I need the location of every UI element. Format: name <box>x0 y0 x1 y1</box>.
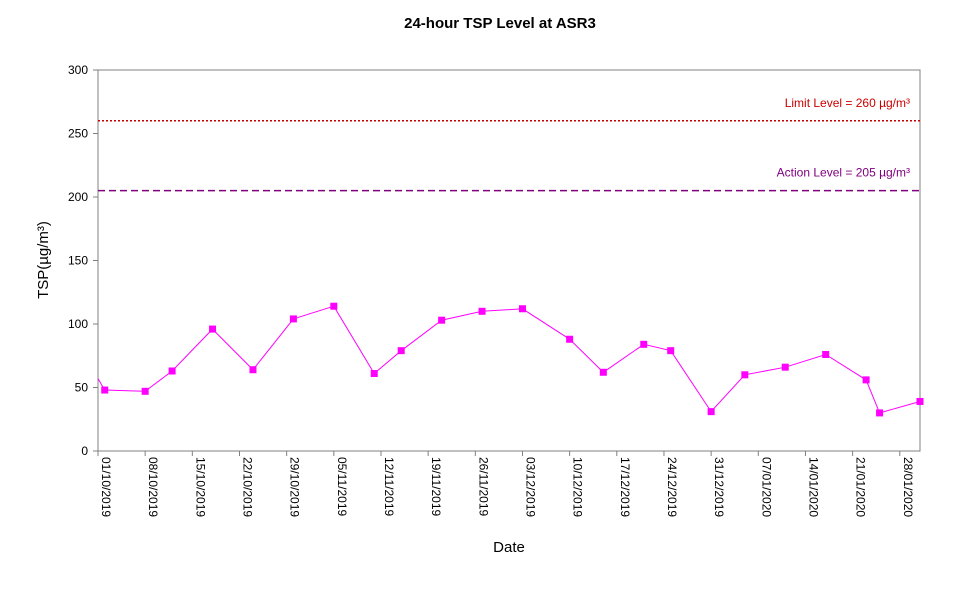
action-level-label: Action Level = 205 µg/m³ <box>777 166 910 180</box>
x-tick-label: 05/11/2019 <box>335 457 349 516</box>
y-tick-label: 200 <box>68 190 88 204</box>
y-tick-label: 150 <box>68 254 88 268</box>
x-tick-label: 26/11/2019 <box>476 457 490 516</box>
data-point <box>667 347 675 355</box>
data-point <box>916 397 924 405</box>
x-tick-label: 12/11/2019 <box>382 457 396 516</box>
data-point <box>518 305 526 313</box>
data-point <box>397 347 405 355</box>
data-point <box>370 370 378 378</box>
reference-lines: Limit Level = 260 µg/m³ Action Level = 20… <box>98 96 920 192</box>
x-tick-label: 10/12/2019 <box>571 457 585 517</box>
data-point <box>862 376 870 384</box>
series-line <box>97 305 921 414</box>
tsp-series <box>97 302 924 417</box>
data-point <box>249 366 257 374</box>
data-point <box>209 325 217 333</box>
x-tick-label: 08/10/2019 <box>146 457 160 517</box>
x-tick-label: 21/01/2020 <box>854 457 868 517</box>
plot-area <box>97 69 921 452</box>
y-tick-label: 50 <box>75 381 89 395</box>
data-point <box>168 367 176 375</box>
x-tick-label: 17/12/2019 <box>618 457 632 517</box>
data-point <box>101 386 109 394</box>
x-tick-label: 22/10/2019 <box>240 457 254 517</box>
x-axis: 01/10/2019 08/10/2019 15/10/2019 22/10/2019… <box>97 451 915 517</box>
x-tick-label: 01/10/2019 <box>99 457 113 517</box>
x-tick-label: 29/10/2019 <box>288 457 302 517</box>
x-tick-label: 15/10/2019 <box>193 457 207 517</box>
data-point <box>141 387 149 395</box>
limit-level-label: Limit Level = 260 µg/m³ <box>785 96 910 110</box>
chart-title: 24-hour TSP Level at ASR3 <box>404 15 596 32</box>
y-axis: 0 50 100 150 200 250 300 <box>68 63 98 458</box>
data-point <box>566 335 574 343</box>
data-point <box>781 363 789 371</box>
data-point <box>822 350 830 358</box>
x-tick-label: 07/01/2020 <box>759 457 773 517</box>
y-tick-label: 0 <box>81 444 88 458</box>
data-point <box>289 315 297 323</box>
x-tick-label: 31/12/2019 <box>712 457 726 517</box>
data-point <box>438 316 446 324</box>
data-point <box>330 302 338 310</box>
data-point <box>876 409 884 417</box>
x-tick-label: 28/01/2020 <box>901 457 915 517</box>
data-point <box>707 408 715 416</box>
data-point <box>741 371 749 379</box>
x-axis-title: Date <box>493 539 525 556</box>
y-tick-label: 300 <box>68 63 88 77</box>
y-axis-title: TSP(µg/m³) <box>35 221 52 299</box>
x-tick-label: 19/11/2019 <box>429 457 443 516</box>
data-point <box>599 368 607 376</box>
x-tick-label: 24/12/2019 <box>665 457 679 517</box>
y-tick-label: 100 <box>68 317 88 331</box>
x-tick-label: 14/01/2020 <box>806 457 820 517</box>
data-point <box>640 340 648 348</box>
data-point <box>478 307 486 315</box>
x-tick-label: 03/12/2019 <box>523 457 537 517</box>
y-tick-label: 250 <box>68 127 88 141</box>
